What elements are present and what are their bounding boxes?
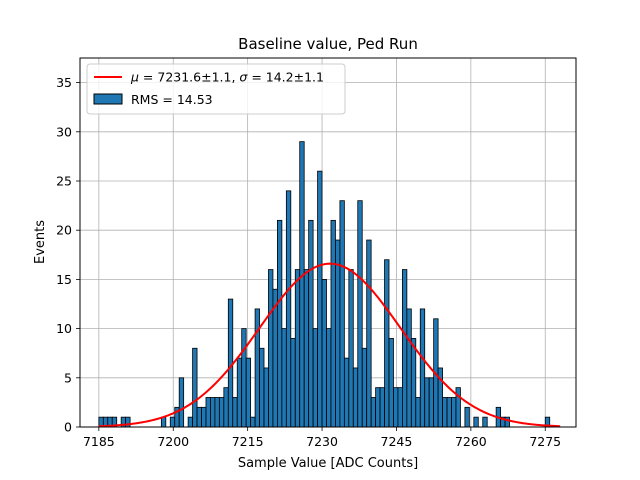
histogram-bar <box>370 397 377 428</box>
histogram-bar <box>232 397 238 428</box>
chart-title: Baseline value, Ped Run <box>238 35 418 53</box>
legend-fit-label: μ = 7231.6±1.1, σ = 14.2±1.1 <box>130 70 324 85</box>
histogram-bar <box>339 200 345 428</box>
histogram-bar <box>312 328 318 428</box>
histogram-bar <box>178 377 185 428</box>
histogram-bar <box>504 416 510 428</box>
histogram-bar <box>277 219 283 428</box>
x-tick-label: 7245 <box>381 434 413 449</box>
histogram-bar <box>227 298 234 428</box>
histogram-bar <box>397 387 403 428</box>
y-tick-label: 25 <box>56 174 72 189</box>
x-tick-label: 7200 <box>157 434 189 449</box>
histogram-bar <box>321 278 327 428</box>
legend-box <box>86 63 346 115</box>
histogram-bar <box>428 377 435 428</box>
gaussian-fit-curve <box>98 262 561 428</box>
histogram-bar <box>335 239 341 428</box>
histogram-bar <box>406 308 412 428</box>
histogram-bar <box>464 406 470 428</box>
y-tick-label: 35 <box>56 75 72 90</box>
histogram-bar <box>348 269 354 428</box>
histogram-bar <box>236 357 243 428</box>
histogram-bar <box>214 397 220 428</box>
plot-frame <box>79 57 577 428</box>
histogram-bar <box>169 416 176 428</box>
histogram-bar <box>366 239 372 428</box>
legend: μ = 7231.6±1.1, σ = 14.2±1.1 RMS = 14.53 <box>86 63 346 115</box>
histogram-bar <box>285 190 292 428</box>
x-tick-label: 7230 <box>306 434 338 449</box>
histogram-bar <box>419 308 426 428</box>
histogram-bar <box>205 397 211 428</box>
histogram-bar <box>352 367 359 428</box>
histogram-bar <box>187 416 193 428</box>
histogram-bar <box>308 219 314 428</box>
histogram-bar <box>393 387 399 428</box>
histogram-bar <box>317 170 323 428</box>
x-tick-label: 7260 <box>455 434 487 449</box>
histogram-bar <box>401 269 408 428</box>
histogram-bar <box>326 328 332 428</box>
histogram-bar <box>201 406 207 428</box>
histogram-bar <box>268 269 274 428</box>
histogram-bar <box>446 397 452 428</box>
histogram-bar <box>303 269 310 428</box>
histogram-bar <box>218 397 225 428</box>
histogram-bar <box>263 367 269 428</box>
x-tick-label: 7215 <box>232 434 264 449</box>
histogram-bar <box>259 347 265 428</box>
histogram-bar <box>196 406 202 428</box>
histogram-bar <box>375 387 381 428</box>
histogram-bar <box>442 397 448 428</box>
histogram-bar <box>290 338 296 428</box>
histogram-bar <box>294 269 301 428</box>
histogram-bar <box>451 397 457 428</box>
legend-hist-label: RMS = 14.53 <box>131 92 213 107</box>
histogram-bar <box>250 416 256 428</box>
y-tick-label: 15 <box>56 272 72 287</box>
y-tick-label: 5 <box>64 370 72 385</box>
histogram-bar <box>245 357 252 428</box>
x-tick-label: 7185 <box>83 434 115 449</box>
histogram-bar <box>192 347 198 428</box>
x-axis-label: Sample Value [ADC Counts] <box>238 456 418 471</box>
histogram-bar <box>281 328 287 428</box>
x-tick-label: 7275 <box>529 434 561 449</box>
histogram-bar <box>361 347 368 428</box>
histogram-bar <box>410 338 417 428</box>
histogram-bar <box>210 397 216 428</box>
histogram-bar <box>415 397 421 428</box>
histogram-bar <box>482 416 488 428</box>
y-tick-label: 30 <box>56 124 72 139</box>
axis-ticks: 7185 7200 7215 7230 7245 7260 7275 0 5 10 15 20 25 30… <box>56 75 561 449</box>
histogram-bar <box>254 308 260 428</box>
histogram-bar <box>299 141 305 428</box>
y-tick-label: 10 <box>56 321 72 336</box>
histogram-bar <box>343 357 350 428</box>
histogram-bar <box>241 328 247 428</box>
histogram-bar <box>473 416 479 428</box>
histogram-bar <box>160 416 167 428</box>
histogram-bar <box>388 338 394 428</box>
y-axis-label: Events <box>33 220 48 264</box>
histogram-bar <box>223 387 229 428</box>
histogram-bar <box>125 416 131 428</box>
y-tick-label: 0 <box>64 420 72 435</box>
histogram-bar <box>357 200 363 428</box>
y-tick-label: 20 <box>56 223 72 238</box>
legend-hist-swatch <box>93 93 123 105</box>
histogram-bar <box>424 377 430 428</box>
histogram-bar <box>330 219 336 428</box>
histogram-bar <box>384 259 390 428</box>
histogram-bar <box>379 387 385 428</box>
